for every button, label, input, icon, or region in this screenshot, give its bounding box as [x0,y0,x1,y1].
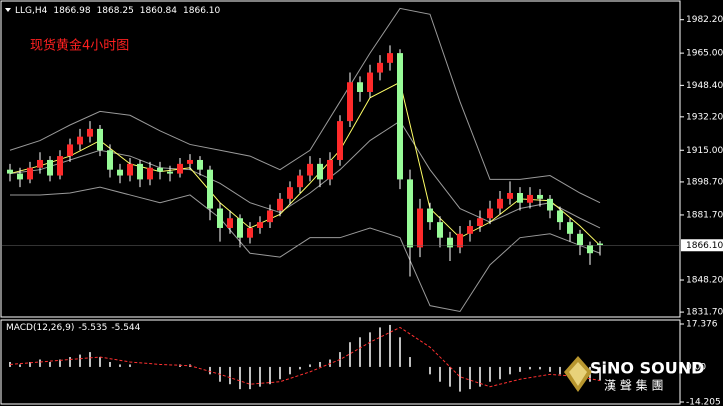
candle-body [267,210,273,223]
candle-body [97,128,103,151]
candle-body [317,163,323,180]
candle-body [447,237,453,248]
candle-body [597,243,603,246]
y-tick-label: 1932.20 [686,112,723,122]
candle-body [307,163,313,176]
candle-body [7,169,13,174]
candle-body [57,156,63,176]
candle-body [187,159,193,164]
candle-body [237,218,243,238]
macd-value: -5.535 [78,323,107,333]
y-tick-label: 1982.20 [686,15,723,25]
candle-body [377,62,383,73]
y-tick-label: 1848.20 [686,276,723,286]
symbol: LLG,H4 [15,6,48,16]
candle-body [157,167,163,172]
candle-body [547,198,553,211]
candle-body [217,208,223,228]
signal-line [9,326,601,388]
candle-body [107,150,113,170]
candle-body [417,208,423,248]
price-pane-border [0,0,681,318]
candle-body [67,144,73,157]
y-tick-label: 1948.40 [686,81,723,91]
overlay-line [10,186,601,313]
y-tick-label: 0.00 [686,362,706,372]
overlay-line [9,7,601,204]
header-value: 1868.25 [97,6,134,16]
candle-body [287,187,293,199]
candle-body [77,136,83,145]
candle-body [577,233,583,246]
candle-body [227,218,233,228]
current-price-label: 1866.10 [686,241,723,251]
candle-body [137,163,143,180]
y-tick-label: 1881.70 [686,210,723,220]
logo-name: SiNO SOUND [590,359,704,378]
candle-body [477,218,483,227]
candle-body [507,192,513,199]
candle-body [587,245,593,254]
candle-body [147,167,153,180]
candle-body [497,198,503,209]
candle-body [347,82,353,122]
candle-body [37,159,43,168]
candle-body [17,173,23,180]
candle-body [167,171,173,174]
candle-body [527,194,533,203]
candle-body [427,208,433,223]
chart-header: LLG,H4 1866.98 1868.25 1860.84 1866.10 [15,6,221,16]
y-tick-label: 1965.00 [686,49,723,59]
header-value: 1866.10 [183,6,220,16]
candle-body [557,210,563,223]
logo: SiNO SOUND 漢 聲 集 團 [564,356,704,393]
candle-body [357,82,363,92]
y-tick-label: 17.376 [686,320,718,330]
logo-emblem-inner [569,362,587,386]
candle-body [297,175,303,188]
candle-body [277,198,283,211]
header-value: 1866.98 [53,6,90,16]
candle-body [257,222,263,228]
candle-body [87,128,93,137]
candle-body [177,163,183,174]
macd-header: MACD(12,26,9) -5.535 -5.544 [6,323,141,333]
macd-title: MACD(12,26,9) [6,323,74,333]
current-price-box [681,239,723,252]
candle-body [537,194,543,199]
candle-body [207,169,213,209]
candle-body [247,227,253,238]
logo-chinese: 漢 聲 集 團 [604,378,663,393]
chart-annotation: 现货黄金4小时图 [30,38,129,54]
y-tick-label: 1898.70 [686,177,723,187]
candle-body [197,159,203,170]
y-tick-label: 1831.70 [686,308,723,318]
candle-body [117,169,123,176]
y-tick-label: 1915.00 [686,146,723,156]
candle-body [387,53,393,63]
candle-body [517,192,523,203]
candle-body [467,226,473,234]
symbol-arrow [5,8,11,12]
candle-body [487,208,493,219]
candle-body [407,179,413,248]
candle-body [127,163,133,176]
candle-body [327,159,333,180]
candle-body [457,233,463,248]
candle-body [397,53,403,180]
candle-body [367,72,373,92]
candle-body [27,167,33,180]
candle-body [437,222,443,238]
candle-body [337,121,343,160]
macd-pane-border [0,319,681,405]
header-value: 1860.84 [140,6,177,16]
candle-body [567,222,573,234]
candle-body [47,159,53,176]
signal-value: -5.544 [111,323,140,333]
y-tick-label: -14.205 [686,398,721,406]
